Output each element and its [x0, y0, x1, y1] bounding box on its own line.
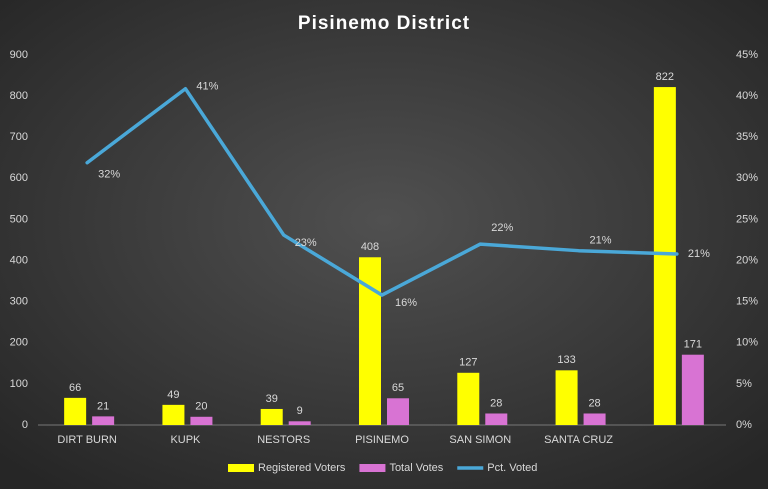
- y2-tick-label: 35%: [736, 131, 758, 143]
- bar: [387, 398, 409, 425]
- y-tick-label: 600: [10, 172, 28, 184]
- x-tick-label: SAN SIMON: [449, 434, 511, 446]
- legend-label: Registered Voters: [258, 462, 346, 474]
- bar: [359, 257, 381, 425]
- y-tick-label: 0: [22, 419, 28, 431]
- x-tick-label: DIRT BURN: [57, 434, 117, 446]
- x-tick-label: PISINEMO: [355, 434, 409, 446]
- bar: [260, 408, 283, 425]
- y2-tick-label: 5%: [736, 378, 752, 390]
- y2-tick-label: 40%: [736, 90, 758, 102]
- chart-title: Pisinemo District: [298, 13, 470, 34]
- y2-tick-label: 25%: [736, 213, 758, 225]
- data-label: 21%: [590, 235, 612, 247]
- data-label: 20: [195, 401, 207, 413]
- data-label: 28: [490, 397, 502, 409]
- bar: [681, 354, 704, 425]
- y2-tick-label: 30%: [736, 172, 758, 184]
- data-label: 21: [97, 400, 109, 412]
- data-label: 21%: [688, 248, 710, 260]
- y2-tick-label: 0%: [736, 419, 752, 431]
- y2-tick-label: 10%: [736, 337, 758, 349]
- x-tick-label: KUPK: [170, 434, 201, 446]
- y-tick-label: 300: [10, 296, 28, 308]
- data-label: 32%: [98, 169, 120, 181]
- x-tick-label: NESTORS: [257, 434, 310, 446]
- data-label: 41%: [196, 81, 218, 93]
- legend-label: Pct. Voted: [487, 462, 537, 474]
- data-label: 66: [69, 382, 81, 394]
- legend-swatch: [359, 464, 386, 472]
- data-label: 39: [266, 393, 278, 405]
- bar: [92, 416, 115, 425]
- bar: [583, 413, 606, 425]
- bar: [190, 416, 213, 425]
- y-tick-label: 100: [10, 378, 28, 390]
- data-label: 16%: [395, 297, 417, 309]
- bar: [485, 413, 508, 425]
- bar: [653, 87, 676, 426]
- data-label: 28: [588, 397, 600, 409]
- bar: [288, 421, 311, 425]
- bar: [64, 397, 87, 425]
- data-label: 822: [656, 71, 674, 83]
- y2-tick-label: 45%: [736, 49, 758, 61]
- y-tick-label: 800: [10, 90, 28, 102]
- y-tick-label: 700: [10, 131, 28, 143]
- data-label: 408: [361, 241, 379, 253]
- y-tick-label: 500: [10, 213, 28, 225]
- data-label: 23%: [295, 237, 317, 249]
- data-label: 9: [297, 405, 303, 417]
- bar: [457, 372, 480, 425]
- data-label: 49: [167, 389, 179, 401]
- data-label: 65: [392, 382, 404, 394]
- legend-swatch: [228, 464, 254, 472]
- y2-tick-label: 20%: [736, 254, 758, 266]
- y-tick-label: 900: [10, 49, 28, 61]
- y-tick-label: 200: [10, 337, 28, 349]
- bar: [162, 404, 185, 425]
- line: [85, 86, 679, 297]
- data-label: 22%: [491, 222, 513, 234]
- data-label: 133: [557, 354, 575, 366]
- x-tick-label: SANTA CRUZ: [544, 434, 613, 446]
- data-label: 171: [684, 339, 702, 351]
- y-tick-label: 400: [10, 254, 28, 266]
- y2-tick-label: 15%: [736, 296, 758, 308]
- legend-label: Total Votes: [389, 462, 443, 474]
- data-label: 127: [459, 357, 477, 369]
- bar: [555, 370, 578, 425]
